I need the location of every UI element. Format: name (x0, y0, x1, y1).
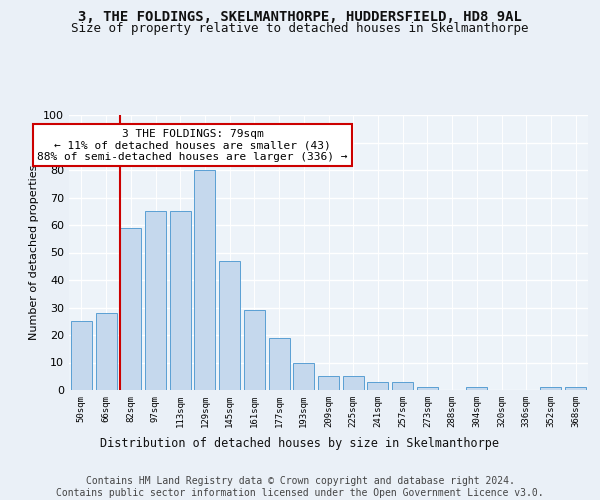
Y-axis label: Number of detached properties: Number of detached properties (29, 165, 39, 340)
Bar (95, 313, 116, 390)
Bar (194, 170, 215, 390)
Bar (367, 382, 388, 390)
Bar (269, 338, 290, 390)
Bar (170, 211, 191, 390)
Bar (244, 310, 265, 390)
Bar (565, 387, 586, 390)
Bar (71, 322, 92, 390)
Text: 3 THE FOLDINGS: 79sqm
← 11% of detached houses are smaller (43)
88% of semi-deta: 3 THE FOLDINGS: 79sqm ← 11% of detached … (37, 128, 348, 162)
Text: Contains HM Land Registry data © Crown copyright and database right 2024.
Contai: Contains HM Land Registry data © Crown c… (56, 476, 544, 498)
Bar (120, 228, 141, 390)
Bar (318, 376, 339, 390)
Text: Size of property relative to detached houses in Skelmanthorpe: Size of property relative to detached ho… (71, 22, 529, 35)
Bar (466, 387, 487, 390)
Bar (343, 376, 364, 390)
Bar (293, 362, 314, 390)
Text: 3, THE FOLDINGS, SKELMANTHORPE, HUDDERSFIELD, HD8 9AL: 3, THE FOLDINGS, SKELMANTHORPE, HUDDERSF… (78, 10, 522, 24)
Bar (219, 261, 240, 390)
Text: Distribution of detached houses by size in Skelmanthorpe: Distribution of detached houses by size … (101, 438, 499, 450)
Bar (541, 387, 562, 390)
Bar (417, 387, 438, 390)
Bar (392, 382, 413, 390)
Bar (145, 211, 166, 390)
